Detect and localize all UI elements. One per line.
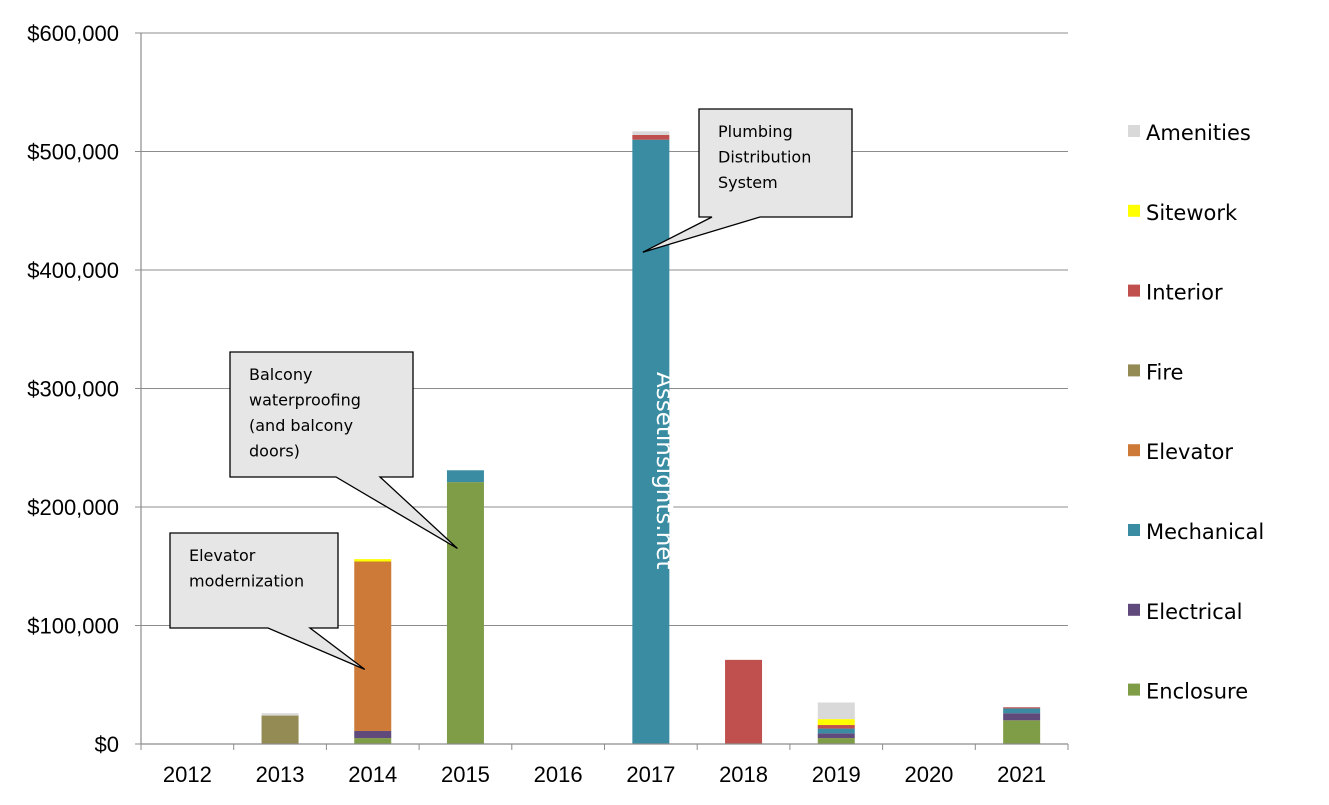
legend-label: Enclosure xyxy=(1146,680,1248,704)
legend-swatch xyxy=(1128,364,1140,377)
legend-label: Interior xyxy=(1146,281,1223,305)
bar-enclosure-2021 xyxy=(1003,720,1041,744)
legend-item-enclosure: Enclosure xyxy=(1128,680,1248,704)
x-tick-label: 2015 xyxy=(441,762,490,787)
legend-swatch xyxy=(1128,524,1140,536)
bar-mechanical-2019 xyxy=(817,728,855,734)
callout-text-line: (and balcony xyxy=(249,416,353,435)
legend-swatch xyxy=(1128,683,1140,696)
bars xyxy=(261,131,1041,744)
callout: Elevator modernization xyxy=(169,532,366,670)
y-tick-label: $400,000 xyxy=(27,258,119,283)
x-tick-label: 2021 xyxy=(997,762,1046,787)
legend-label: Elevator xyxy=(1146,440,1233,464)
legend-item-amenities: Amenities xyxy=(1128,121,1251,145)
callout-box xyxy=(169,532,366,670)
legend-item-fire: Fire xyxy=(1128,360,1183,384)
callout: Balcony waterproofing (and balcony doors) xyxy=(229,351,458,550)
y-tick-label: $500,000 xyxy=(27,140,119,165)
bar-elevator-2014 xyxy=(354,561,392,731)
bar-amenities-2019 xyxy=(817,702,855,720)
legend-label: Electrical xyxy=(1146,600,1243,624)
x-tick-label: 2020 xyxy=(904,762,953,787)
x-tick-label: 2014 xyxy=(348,762,397,787)
bar-mechanical-2017 xyxy=(632,139,670,744)
bar-fire-2013 xyxy=(261,715,299,744)
callout-text-line: Elevator xyxy=(189,546,256,565)
bar-sitework-2019 xyxy=(817,719,855,726)
bar-enclosure-2019 xyxy=(817,738,855,744)
callout-text-line: waterproofing xyxy=(249,391,361,410)
legend-swatch xyxy=(1128,125,1140,137)
bar-mechanical-2015 xyxy=(446,470,484,483)
annotations: Elevator modernization Balcony waterproofin… xyxy=(169,108,853,670)
callout-text-line: modernization xyxy=(189,572,304,591)
bar-interior-2017 xyxy=(632,134,670,140)
callout-box xyxy=(229,351,458,550)
y-tick-label: $100,000 xyxy=(27,614,119,639)
callout-text-line: Plumbing xyxy=(718,122,793,141)
legend-item-interior: Interior xyxy=(1128,281,1223,305)
bar-amenities-2017 xyxy=(632,131,670,135)
callout-text-line: Distribution xyxy=(718,148,811,167)
bar-amenities-2013 xyxy=(261,713,299,716)
x-tick-label: 2019 xyxy=(812,762,861,787)
bar-interior-2021 xyxy=(1003,707,1041,709)
bar-sitework-2014 xyxy=(354,559,392,562)
bar-electrical-2014 xyxy=(354,730,392,739)
legend-item-elevator: Elevator xyxy=(1128,440,1233,464)
bar-electrical-2019 xyxy=(817,733,855,739)
bar-interior-2019 xyxy=(817,725,855,729)
legend-swatch xyxy=(1128,603,1140,616)
callout-text-line: doors) xyxy=(249,442,300,461)
y-tick-label: $600,000 xyxy=(27,21,119,46)
callout-text-line: Balcony xyxy=(249,365,312,384)
legend-swatch xyxy=(1128,204,1140,217)
x-tick-label: 2017 xyxy=(626,762,675,787)
y-axis-ticks: $0 $100,000 $200,000 $300,000 $400,000 $500,0… xyxy=(27,21,141,757)
bar-enclosure-2015 xyxy=(446,482,484,744)
x-tick-label: 2016 xyxy=(534,762,583,787)
legend-label: Amenities xyxy=(1146,121,1251,145)
x-axis-ticks: 2012 2013 2014 2015 2016 2017 2018 2019 2020 2021 xyxy=(140,744,1069,787)
legend-label: Mechanical xyxy=(1146,520,1264,544)
legend-label: Sitework xyxy=(1146,201,1238,225)
bar-interior-2018 xyxy=(725,659,763,744)
x-tick-label: 2012 xyxy=(163,762,212,787)
callout: Plumbing Distribution System xyxy=(642,108,853,253)
callout-text-line: System xyxy=(718,173,778,192)
legend-label: Fire xyxy=(1146,360,1183,384)
bar-mechanical-2021 xyxy=(1003,708,1041,714)
bar-enclosure-2014 xyxy=(354,738,392,744)
y-tick-label: $300,000 xyxy=(27,377,119,402)
y-tick-label: $0 xyxy=(95,732,119,757)
legend-item-electrical: Electrical xyxy=(1128,600,1243,624)
legend: Amenities Sitework Interior Fire Elevator Mec… xyxy=(1128,121,1264,704)
x-tick-label: 2013 xyxy=(256,762,305,787)
legend-swatch xyxy=(1128,284,1140,297)
bar-electrical-2021 xyxy=(1003,713,1041,721)
watermark-text: Assetinsights.net xyxy=(651,372,677,569)
legend-item-sitework: Sitework xyxy=(1128,201,1238,225)
legend-swatch xyxy=(1128,444,1140,457)
y-tick-label: $200,000 xyxy=(27,495,119,520)
callout-box xyxy=(642,108,853,253)
x-tick-label: 2018 xyxy=(719,762,768,787)
legend-item-mechanical: Mechanical xyxy=(1128,520,1264,544)
